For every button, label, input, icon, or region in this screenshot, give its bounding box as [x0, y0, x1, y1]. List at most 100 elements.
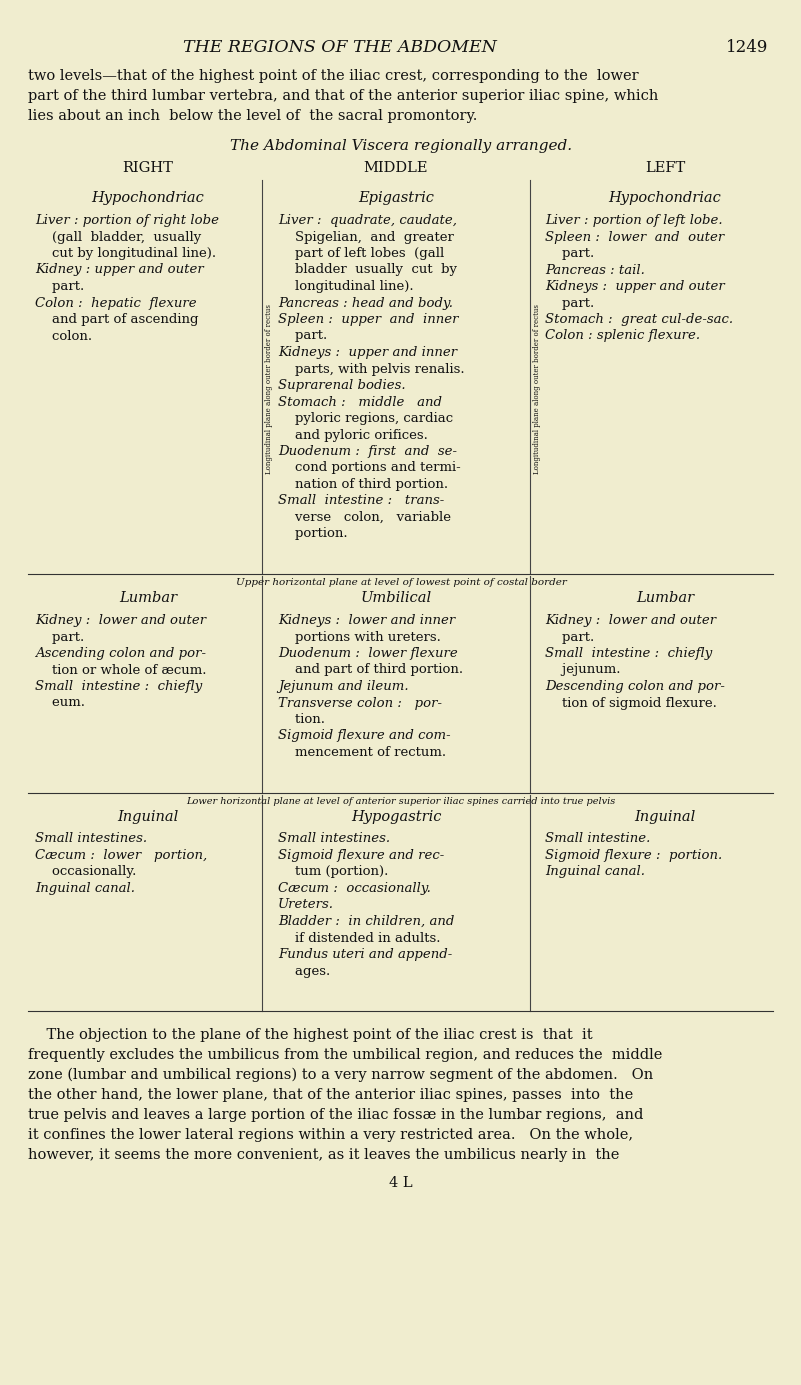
Text: Cæcum :  lower   portion,: Cæcum : lower portion,: [35, 849, 207, 861]
Text: jejunum.: jejunum.: [545, 663, 621, 676]
Text: true pelvis and leaves a large portion of the iliac fossæ in the lumbar regions,: true pelvis and leaves a large portion o…: [28, 1108, 643, 1122]
Text: Sigmoid flexure and rec-: Sigmoid flexure and rec-: [278, 849, 445, 861]
Text: part of the third lumbar vertebra, and that of the anterior superior iliac spine: part of the third lumbar vertebra, and t…: [28, 89, 658, 102]
Text: Longitudinal plane along outer border of rectus: Longitudinal plane along outer border of…: [265, 305, 273, 474]
Text: The objection to the plane of the highest point of the iliac crest is  that  it: The objection to the plane of the highes…: [28, 1028, 593, 1042]
Text: Umbilical: Umbilical: [360, 591, 432, 605]
Text: Transverse colon :   por-: Transverse colon : por-: [278, 697, 442, 709]
Text: lies about an inch  below the level of  the sacral promontory.: lies about an inch below the level of th…: [28, 109, 477, 123]
Text: Jejunum and ileum.: Jejunum and ileum.: [278, 680, 409, 692]
Text: Fundus uteri and append-: Fundus uteri and append-: [278, 947, 453, 961]
Text: 1249: 1249: [726, 39, 768, 55]
Text: Kidneys :  upper and outer: Kidneys : upper and outer: [545, 280, 725, 294]
Text: bladder  usually  cut  by: bladder usually cut by: [278, 263, 457, 277]
Text: Small  intestine :  chiefly: Small intestine : chiefly: [545, 647, 712, 661]
Text: Stomach :  great cul-de-sac.: Stomach : great cul-de-sac.: [545, 313, 733, 325]
Text: Epigastric: Epigastric: [358, 191, 434, 205]
Text: Liver :  quadrate, caudate,: Liver : quadrate, caudate,: [278, 215, 457, 227]
Text: parts, with pelvis renalis.: parts, with pelvis renalis.: [278, 363, 465, 375]
Text: Sigmoid flexure and com-: Sigmoid flexure and com-: [278, 730, 451, 742]
Text: Ascending colon and por-: Ascending colon and por-: [35, 647, 206, 661]
Text: part.: part.: [545, 247, 594, 260]
Text: Spigelian,  and  greater: Spigelian, and greater: [278, 230, 454, 244]
Text: Suprarenal bodies.: Suprarenal bodies.: [278, 379, 405, 392]
Text: Kidney :  lower and outer: Kidney : lower and outer: [545, 614, 716, 627]
Text: ages.: ages.: [278, 964, 330, 978]
Text: Pancreas : tail.: Pancreas : tail.: [545, 263, 645, 277]
Text: the other hand, the lower plane, that of the anterior iliac spines, passes  into: the other hand, the lower plane, that of…: [28, 1089, 634, 1102]
Text: tion of sigmoid flexure.: tion of sigmoid flexure.: [545, 697, 717, 709]
Text: tion or whole of æcum.: tion or whole of æcum.: [35, 663, 207, 676]
Text: Colon :  hepatic  flexure: Colon : hepatic flexure: [35, 296, 196, 309]
Text: Sigmoid flexure :  portion.: Sigmoid flexure : portion.: [545, 849, 723, 861]
Text: Bladder :  in children, and: Bladder : in children, and: [278, 915, 454, 928]
Text: Spleen :  lower  and  outer: Spleen : lower and outer: [545, 230, 724, 244]
Text: THE REGIONS OF THE ABDOMEN: THE REGIONS OF THE ABDOMEN: [183, 39, 497, 55]
Text: Spleen :  upper  and  inner: Spleen : upper and inner: [278, 313, 458, 325]
Text: mencement of rectum.: mencement of rectum.: [278, 747, 446, 759]
Text: Duodenum :  lower flexure: Duodenum : lower flexure: [278, 647, 457, 661]
Text: Upper horizontal plane at level of lowest point of costal border: Upper horizontal plane at level of lowes…: [235, 578, 566, 587]
Text: Hypochondriac: Hypochondriac: [609, 191, 722, 205]
Text: colon.: colon.: [35, 330, 92, 342]
Text: Kidney :  lower and outer: Kidney : lower and outer: [35, 614, 206, 627]
Text: and pyloric orifices.: and pyloric orifices.: [278, 428, 428, 442]
Text: Small intestines.: Small intestines.: [35, 832, 147, 845]
Text: Longitudinal plane along outer border of rectus: Longitudinal plane along outer border of…: [533, 305, 541, 474]
Text: if distended in adults.: if distended in adults.: [278, 932, 441, 945]
Text: eum.: eum.: [35, 697, 85, 709]
Text: The Abdominal Viscera regionally arranged.: The Abdominal Viscera regionally arrange…: [230, 138, 572, 152]
Text: cut by longitudinal line).: cut by longitudinal line).: [35, 247, 216, 260]
Text: Inguinal: Inguinal: [634, 809, 695, 824]
Text: cond portions and termi-: cond portions and termi-: [278, 461, 461, 475]
Text: longitudinal line).: longitudinal line).: [278, 280, 413, 294]
Text: Inguinal canal.: Inguinal canal.: [35, 882, 135, 895]
Text: Pancreas : head and body.: Pancreas : head and body.: [278, 296, 453, 309]
Text: two levels—that of the highest point of the iliac crest, corresponding to the  l: two levels—that of the highest point of …: [28, 69, 638, 83]
Text: Small intestine.: Small intestine.: [545, 832, 650, 845]
Text: tion.: tion.: [278, 713, 325, 726]
Text: LEFT: LEFT: [645, 161, 685, 175]
Text: Lumbar: Lumbar: [119, 591, 177, 605]
Text: Small intestines.: Small intestines.: [278, 832, 390, 845]
Text: MIDDLE: MIDDLE: [364, 161, 429, 175]
Text: Kidney : upper and outer: Kidney : upper and outer: [35, 263, 203, 277]
Text: and part of ascending: and part of ascending: [35, 313, 199, 325]
Text: however, it seems the more convenient, as it leaves the umbilicus nearly in  the: however, it seems the more convenient, a…: [28, 1148, 619, 1162]
Text: Hypochondriac: Hypochondriac: [91, 191, 204, 205]
Text: Kidneys :  upper and inner: Kidneys : upper and inner: [278, 346, 457, 359]
Text: tum (portion).: tum (portion).: [278, 866, 388, 878]
Text: Hypogastric: Hypogastric: [351, 809, 441, 824]
Text: Inguinal: Inguinal: [118, 809, 179, 824]
Text: and part of third portion.: and part of third portion.: [278, 663, 463, 676]
Text: Inguinal canal.: Inguinal canal.: [545, 866, 645, 878]
Text: part.: part.: [35, 280, 84, 294]
Text: zone (lumbar and umbilical regions) to a very narrow segment of the abdomen.   O: zone (lumbar and umbilical regions) to a…: [28, 1068, 654, 1082]
Text: Small  intestine :   trans-: Small intestine : trans-: [278, 494, 445, 507]
Text: (gall  bladder,  usually: (gall bladder, usually: [35, 230, 201, 244]
Text: Liver : portion of right lobe: Liver : portion of right lobe: [35, 215, 219, 227]
Text: verse   colon,   variable: verse colon, variable: [278, 511, 451, 524]
Text: Cæcum :  occasionally.: Cæcum : occasionally.: [278, 882, 431, 895]
Text: occasionally.: occasionally.: [35, 866, 136, 878]
Text: Kidneys :  lower and inner: Kidneys : lower and inner: [278, 614, 455, 627]
Text: Lower horizontal plane at level of anterior superior iliac spines carried into t: Lower horizontal plane at level of anter…: [187, 796, 616, 806]
Text: Descending colon and por-: Descending colon and por-: [545, 680, 725, 692]
Text: Small  intestine :  chiefly: Small intestine : chiefly: [35, 680, 202, 692]
Text: portion.: portion.: [278, 528, 348, 540]
Text: Colon : splenic flexure.: Colon : splenic flexure.: [545, 330, 700, 342]
Text: part.: part.: [35, 630, 84, 644]
Text: Liver : portion of left lobe.: Liver : portion of left lobe.: [545, 215, 723, 227]
Text: frequently excludes the umbilicus from the umbilical region, and reduces the  mi: frequently excludes the umbilicus from t…: [28, 1048, 662, 1062]
Text: Ureters.: Ureters.: [278, 899, 334, 911]
Text: Duodenum :  first  and  se-: Duodenum : first and se-: [278, 445, 457, 458]
Text: portions with ureters.: portions with ureters.: [278, 630, 441, 644]
Text: part.: part.: [278, 330, 328, 342]
Text: part.: part.: [545, 630, 594, 644]
Text: RIGHT: RIGHT: [123, 161, 174, 175]
Text: pyloric regions, cardiac: pyloric regions, cardiac: [278, 411, 453, 425]
Text: 4 L: 4 L: [389, 1176, 413, 1190]
Text: nation of third portion.: nation of third portion.: [278, 478, 448, 492]
Text: Stomach :   middle   and: Stomach : middle and: [278, 396, 442, 409]
Text: part.: part.: [545, 296, 594, 309]
